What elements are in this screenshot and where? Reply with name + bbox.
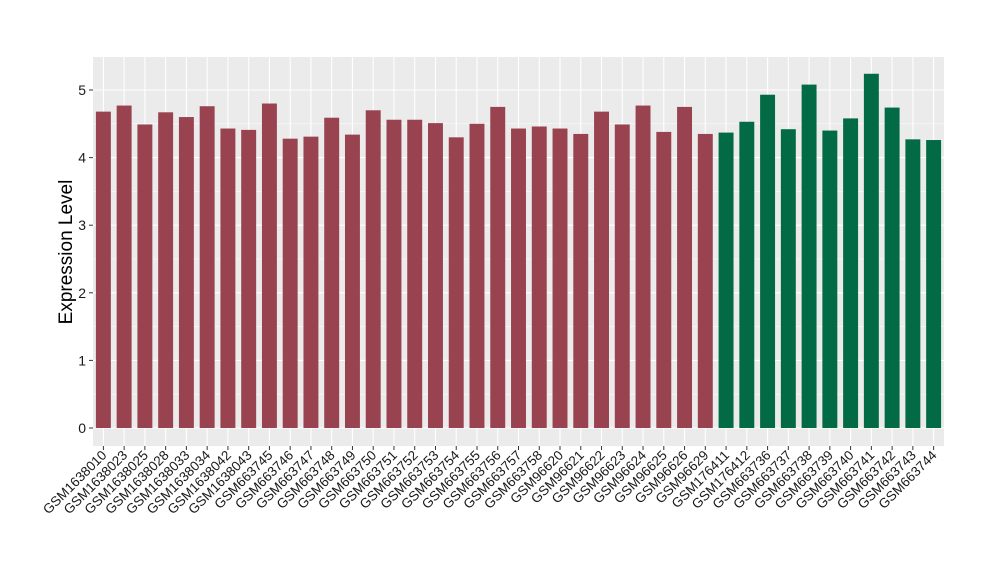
- bar: [552, 128, 568, 429]
- bar: [116, 105, 132, 428]
- bar: [801, 84, 817, 428]
- bar: [760, 94, 776, 429]
- bar: [428, 123, 443, 429]
- bar: [905, 139, 921, 428]
- bar: [884, 107, 900, 429]
- bar: [95, 111, 111, 428]
- bar: [303, 136, 319, 429]
- y-tick-label: 1: [78, 352, 86, 368]
- bar: [448, 137, 464, 428]
- bar: [594, 111, 609, 428]
- bars: [95, 73, 942, 429]
- bar: [365, 110, 381, 428]
- bar: [614, 124, 630, 428]
- bar: [863, 73, 879, 428]
- bar: [344, 134, 360, 428]
- bar: [220, 128, 236, 429]
- bar: [241, 129, 257, 428]
- y-tick-label: 0: [78, 420, 86, 436]
- bar: [178, 117, 194, 428]
- bar: [780, 129, 796, 428]
- bar: [137, 124, 153, 428]
- bar: [531, 126, 547, 428]
- bar: [843, 118, 859, 428]
- x-axis: GSM1638010GSM1638023GSM1638025GSM1638028…: [40, 446, 940, 517]
- bar: [282, 138, 298, 428]
- y-tick-label: 4: [78, 150, 86, 166]
- y-tick-label: 5: [78, 82, 86, 98]
- bar: [511, 128, 526, 429]
- bar: [490, 106, 506, 429]
- bar: [469, 123, 485, 429]
- bar: [739, 121, 755, 428]
- bar: [822, 130, 838, 428]
- bar: [677, 106, 693, 429]
- bar: [261, 103, 277, 429]
- bar: [407, 119, 423, 428]
- bar: [635, 105, 651, 428]
- y-axis-label: Expression Level: [56, 180, 77, 325]
- bar: [158, 112, 174, 429]
- y-axis: 0 1 2 3 4 5: [78, 82, 93, 436]
- y-tick-label: 2: [78, 285, 86, 301]
- bar: [718, 132, 734, 428]
- bar: [573, 133, 589, 428]
- bar: [199, 106, 215, 428]
- y-tick-label: 3: [78, 217, 86, 233]
- bar: [324, 117, 340, 428]
- bar: [386, 119, 402, 428]
- bar: [697, 133, 713, 428]
- bar: [926, 140, 942, 429]
- bar: [656, 131, 672, 429]
